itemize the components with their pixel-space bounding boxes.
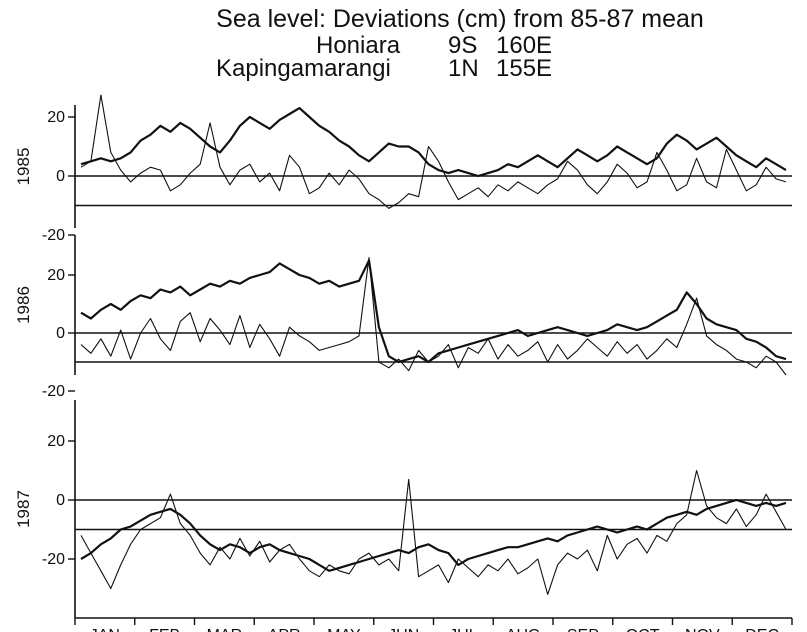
x-tick-label-mar: MAR xyxy=(207,627,243,632)
y-tick-label-1987-2: -20 xyxy=(42,551,65,568)
x-tick-label-feb: FEB xyxy=(149,627,180,632)
x-tick-label-apr: APR xyxy=(268,627,301,632)
x-tick-label-jul: JUL xyxy=(449,627,478,632)
station-1-lon: 160E xyxy=(496,32,553,59)
x-tick-label-nov: NOV xyxy=(685,627,720,632)
y-tick-label-1987-0: 20 xyxy=(47,433,65,450)
series-1985-2 xyxy=(80,94,787,209)
x-tick-label-sep: SEP xyxy=(567,627,599,632)
year-label-1986: 1986 xyxy=(14,286,33,324)
series-1987-2 xyxy=(80,469,787,595)
y-tick-label-1985-2: -20 xyxy=(42,227,65,244)
y-tick-label-1986-0: 20 xyxy=(47,267,65,284)
year-label-1987: 1987 xyxy=(14,490,33,528)
series-1986-1 xyxy=(80,259,787,364)
series-1987-1 xyxy=(80,498,787,572)
x-tick-label-oct: OCT xyxy=(626,627,660,632)
x-tick-label-jun: JUN xyxy=(388,627,419,632)
year-label-1985: 1985 xyxy=(14,148,33,186)
y-tick-label-1985-1: 0 xyxy=(56,168,65,185)
station-2-lon: 155E xyxy=(496,55,553,82)
chart-title: Sea level: Deviations (cm) from 85-87 me… xyxy=(216,5,704,33)
x-tick-label-dec: DEC xyxy=(745,627,779,632)
y-tick-label-1987-1: 0 xyxy=(56,492,65,509)
x-tick-label-jan: JAN xyxy=(90,627,120,632)
station-1-lat: 9S xyxy=(448,32,478,59)
y-tick-label-1985-0: 20 xyxy=(47,109,65,126)
station-2-lat: 1N xyxy=(448,55,479,82)
station-2-name: Kapingamarangi xyxy=(216,55,391,82)
x-tick-label-may: MAY xyxy=(327,627,361,632)
series-1986-2 xyxy=(80,257,787,376)
station-1-name: Honiara xyxy=(316,32,401,59)
y-tick-label-1986-2: -20 xyxy=(42,383,65,400)
y-tick-label-1986-1: 0 xyxy=(56,325,65,342)
x-tick-label-aug: AUG xyxy=(506,627,541,632)
series-1985-1 xyxy=(80,106,787,178)
title-block: Sea level: Deviations (cm) from 85-87 me… xyxy=(150,6,770,33)
